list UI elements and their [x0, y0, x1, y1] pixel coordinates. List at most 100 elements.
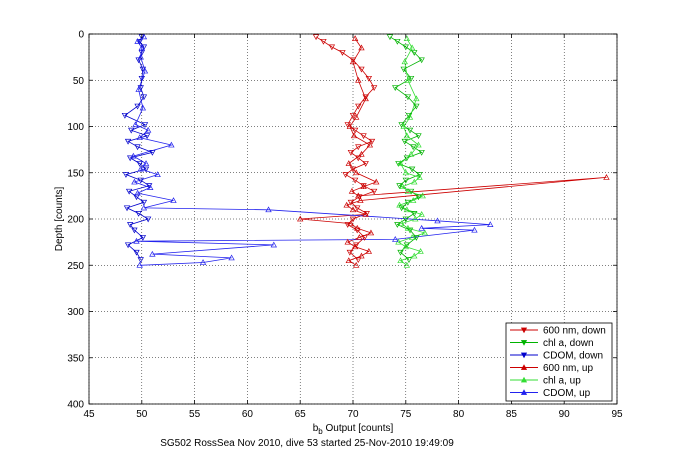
y-tick-label: 200 — [67, 215, 84, 226]
data-point-chl-a-up — [395, 238, 402, 245]
data-point-cdom-up — [168, 141, 175, 148]
data-point-cdom-down — [133, 249, 140, 256]
data-point-600-nm-up — [355, 76, 362, 83]
data-point-chl-a-down — [409, 144, 417, 151]
data-point-chl-a-up — [401, 58, 408, 65]
data-point-chl-a-down — [411, 211, 418, 217]
data-point-chl-a-up — [403, 35, 411, 42]
data-point-cdom-up — [392, 236, 399, 242]
data-point-cdom-down — [134, 144, 141, 151]
data-point-600-nm-up — [352, 169, 360, 176]
x-axis-ticks: 45 50 55 60 65 70 75 80 85 90 95 — [83, 34, 623, 420]
data-point-chl-a-down — [401, 138, 408, 145]
data-point-cdom-down — [141, 122, 149, 128]
data-point-600-nm-down — [362, 161, 369, 167]
data-point-cdom-down — [137, 177, 144, 184]
series-markers — [121, 33, 610, 268]
data-point-cdom-up — [142, 160, 150, 166]
data-point-600-nm-up — [373, 178, 380, 185]
data-point-chl-a-down — [386, 34, 394, 41]
data-point-chl-a-down — [395, 161, 402, 167]
x-tick-label: 90 — [559, 409, 571, 420]
legend-label-600-nm-down: 600 nm, down — [543, 326, 606, 337]
data-point-chl-a-down — [413, 235, 420, 241]
data-point-600-nm-down — [361, 235, 368, 241]
data-point-chl-a-up — [404, 224, 412, 231]
data-point-chl-a-up — [408, 234, 416, 240]
data-point-cdom-down — [122, 172, 130, 178]
x-tick-label: 80 — [453, 409, 465, 420]
data-point-chl-a-up — [415, 141, 422, 148]
data-point-cdom-up — [137, 165, 144, 172]
data-point-600-nm-down — [339, 50, 346, 56]
data-point-chl-a-up — [400, 123, 407, 129]
data-point-cdom-down — [128, 127, 135, 134]
data-point-600-nm-up — [348, 187, 356, 194]
data-point-600-nm-up — [357, 197, 364, 203]
data-point-cdom-up — [134, 189, 141, 196]
data-point-600-nm-up — [362, 95, 369, 102]
y-tick-label: 100 — [67, 122, 84, 133]
x-tick-label: 65 — [295, 409, 307, 420]
data-point-chl-a-down — [403, 155, 411, 162]
data-point-chl-a-up — [412, 215, 419, 222]
data-point-chl-a-down — [396, 183, 403, 190]
data-point-chl-a-up — [397, 257, 404, 264]
data-point-cdom-up — [471, 226, 478, 233]
data-point-chl-a-up — [407, 150, 415, 157]
data-point-600-nm-down — [351, 177, 359, 184]
series-lines — [124, 36, 607, 266]
data-point-600-nm-up — [362, 211, 369, 217]
data-point-600-nm-up — [343, 201, 350, 208]
x-axis-label-sub: b — [318, 427, 323, 436]
legend-label-cdom-up: CDOM, up — [543, 388, 591, 399]
data-point-cdom-down — [121, 112, 129, 119]
data-point-600-nm-up — [367, 229, 375, 236]
data-point-600-nm-down — [349, 57, 357, 64]
data-point-cdom-up — [136, 134, 143, 141]
data-point-600-nm-down — [363, 211, 370, 217]
data-point-chl-a-down — [402, 216, 409, 223]
legend-marker-600-nm-up — [520, 364, 528, 370]
data-point-chl-a-up — [403, 261, 411, 268]
data-point-600-nm-up — [345, 160, 352, 166]
data-point-cdom-down — [126, 222, 134, 228]
data-point-600-nm-down — [347, 199, 355, 206]
y-tick-label: 150 — [67, 168, 84, 179]
data-point-600-nm-up — [352, 113, 360, 120]
x-tick-label: 85 — [506, 409, 518, 420]
data-point-cdom-up — [140, 204, 148, 211]
data-point-cdom-up — [140, 33, 148, 40]
data-point-600-nm-up — [358, 150, 365, 157]
legend-marker-chl-a-up — [520, 376, 528, 383]
data-point-cdom-down — [149, 149, 156, 156]
legend-marker-chl-a-down — [520, 340, 528, 346]
series-line-600-nm-up — [300, 38, 607, 266]
data-point-chl-a-down — [415, 194, 422, 201]
data-point-600-nm-down — [370, 85, 378, 91]
data-point-cdom-down — [139, 235, 147, 241]
data-point-600-nm-down — [362, 94, 369, 101]
data-point-cdom-down — [133, 194, 140, 201]
x-axis-label-rest: Output [counts] — [323, 423, 394, 434]
data-point-cdom-up — [138, 44, 145, 51]
data-point-chl-a-up — [404, 76, 412, 83]
data-point-600-nm-up — [349, 58, 357, 65]
data-point-cdom-down — [131, 227, 138, 234]
data-point-chl-a-up — [413, 95, 420, 102]
data-point-cdom-up — [134, 38, 141, 44]
series-line-600-nm-down — [315, 36, 376, 261]
data-point-600-nm-up — [352, 261, 360, 268]
data-point-chl-a-up — [399, 183, 406, 190]
data-point-600-nm-down — [354, 205, 361, 212]
data-point-cdom-up — [131, 178, 138, 185]
data-point-cdom-down — [138, 75, 145, 82]
data-point-chl-a-down — [405, 257, 413, 264]
series-line-chl-a-up — [397, 38, 427, 266]
x-tick-label: 55 — [189, 409, 201, 420]
data-point-chl-a-down — [394, 222, 401, 228]
data-point-chl-a-down — [406, 127, 414, 134]
data-point-600-nm-up — [366, 141, 374, 148]
data-point-600-nm-down — [355, 144, 362, 151]
data-point-cdom-up — [270, 241, 277, 248]
